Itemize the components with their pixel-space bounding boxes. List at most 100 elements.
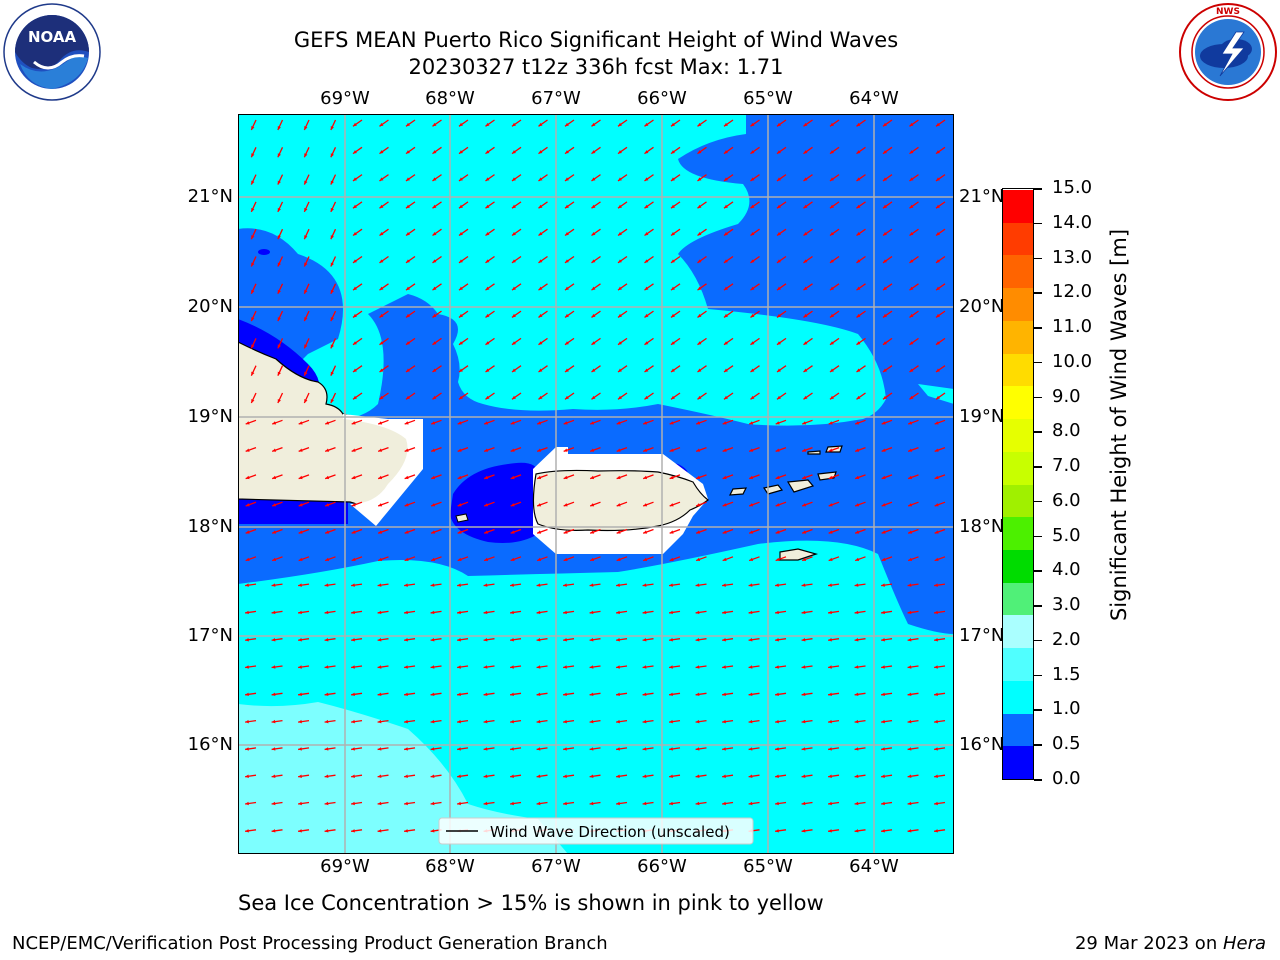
wave-arrow-head: [330, 262, 334, 267]
wave-arrow-head: [775, 557, 780, 561]
wave-arrow-head: [828, 421, 833, 425]
wave-arrow-head: [510, 421, 515, 425]
wave-arrow-head: [909, 122, 914, 127]
wave-arrow-head: [828, 829, 832, 833]
wave-arrow-head: [854, 638, 859, 642]
wave-arrow-head: [722, 448, 727, 452]
wave-arrow-head: [644, 395, 649, 400]
wave-arrow-head: [536, 774, 541, 778]
wave-arrow-head: [564, 313, 569, 318]
wave-arrow-head: [432, 313, 437, 318]
wave-arrow-head: [564, 259, 569, 263]
wave-arrow-head: [934, 610, 938, 615]
wave-arrow-head: [432, 368, 437, 373]
wave-arrow-head: [856, 286, 861, 291]
wave-arrow-head: [856, 341, 861, 345]
wave-arrow-head: [431, 557, 436, 561]
wave-arrow-head: [245, 557, 250, 561]
wave-arrow-head: [379, 259, 384, 263]
wave-arrow-head: [458, 150, 463, 154]
wave-arrow-head: [697, 204, 702, 209]
wave-arrow-head: [430, 829, 435, 833]
wave-arrow-head: [697, 368, 702, 373]
wave-arrow-head: [723, 177, 728, 181]
wave-arrow-head: [379, 341, 384, 345]
wave-arrow-head: [644, 232, 649, 236]
lat-label-left: 18°N: [187, 516, 233, 537]
wave-arrow-head: [325, 503, 330, 507]
wave-arrow-head: [643, 557, 648, 561]
colorbar: [1002, 188, 1034, 780]
chart-title-line1: GEFS MEAN Puerto Rico Significant Height…: [293, 28, 899, 52]
wave-arrow-head: [722, 421, 727, 425]
wave-arrow-head: [536, 719, 541, 724]
wave-arrow-head: [828, 747, 832, 751]
wave-arrow-head: [511, 395, 516, 400]
wave-arrow-head: [881, 692, 885, 697]
wave-arrow-head: [511, 204, 516, 209]
wave-arrow-head: [909, 177, 914, 181]
wave-arrow-head: [670, 395, 675, 400]
wave-arrow-head: [330, 289, 334, 294]
wave-arrow-head: [644, 177, 649, 181]
colorbar-tick-mark: [1034, 292, 1042, 294]
wave-arrow-head: [272, 475, 277, 480]
colorbar-tick-mark: [1034, 396, 1042, 399]
wave-arrow-head: [882, 395, 887, 400]
wave-arrow-head: [854, 610, 859, 615]
wave-arrow-head: [538, 122, 543, 127]
wave-arrow-head: [935, 286, 940, 291]
wave-arrow-head: [245, 583, 249, 587]
wave-arrow-head: [432, 150, 437, 154]
wave-arrow-head: [485, 286, 490, 291]
wave-arrow-head: [538, 368, 543, 373]
lon-label-top: 66°W: [637, 88, 687, 109]
wave-arrow-head: [642, 801, 647, 806]
wave-arrow-head: [828, 475, 833, 480]
wave-arrow-head: [616, 692, 620, 697]
wave-arrow-head: [616, 475, 621, 480]
wave-arrow-head: [856, 259, 861, 263]
wave-arrow-head: [723, 313, 728, 318]
wave-arrow-head: [934, 665, 938, 669]
wave-arrow-head: [617, 204, 622, 209]
wave-arrow-head: [642, 665, 647, 669]
wave-arrow-head: [934, 801, 938, 806]
wave-arrow-head: [669, 448, 674, 452]
colorbar-segment: [1003, 451, 1033, 485]
wave-arrow-head: [563, 692, 567, 697]
wave-arrow-head: [272, 530, 277, 534]
wave-arrow-head: [854, 747, 859, 751]
sea-ice-footnote: Sea Ice Concentration > 15% is shown in …: [238, 891, 824, 915]
lon-label-bottom: 66°W: [637, 856, 687, 877]
wave-arrow-head: [351, 801, 355, 806]
wave-arrow-head: [881, 610, 885, 615]
svg-text:NWS: NWS: [1216, 7, 1240, 17]
wave-arrow-head: [591, 204, 596, 209]
wave-arrow-head: [563, 583, 567, 587]
wave-arrow-head: [775, 665, 779, 669]
wave-arrow-head: [589, 638, 594, 642]
wave-arrow-head: [245, 774, 249, 778]
wave-arrow-head: [829, 232, 834, 236]
wave-arrow-head: [722, 557, 727, 561]
wave-arrow-head: [776, 150, 781, 154]
wave-arrow-head: [882, 341, 887, 345]
wave-arrow-head: [617, 122, 622, 127]
wave-arrow-head: [277, 207, 281, 212]
wave-arrow-head: [298, 448, 303, 452]
wave-arrow-head: [510, 665, 514, 669]
wave-arrow-head: [404, 665, 408, 669]
wave-arrow-head: [251, 317, 255, 322]
wave-arrow-head: [324, 747, 329, 751]
wave-arrow-head: [722, 801, 726, 806]
wave-arrow-head: [537, 448, 542, 452]
colorbar-tick-label: 12.0: [1052, 281, 1093, 303]
wave-arrow-head: [776, 286, 781, 291]
wave-arrow-head: [882, 368, 887, 373]
colorbar-segment: [1003, 746, 1033, 779]
lat-label-left: 16°N: [187, 734, 233, 755]
wave-arrow-head: [379, 395, 384, 400]
wave-arrow-head: [642, 747, 647, 751]
wave-arrow-head: [855, 530, 860, 534]
